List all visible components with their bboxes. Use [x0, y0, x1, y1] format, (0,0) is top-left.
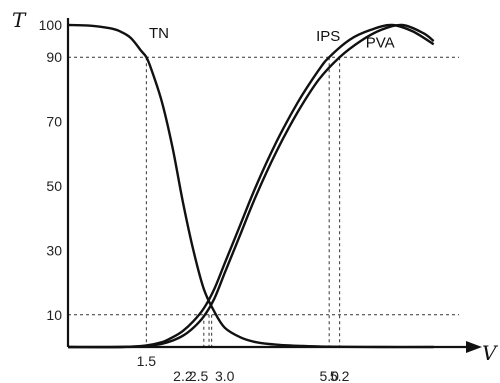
tick-labels: 10 30 50 70 90 100 1.5 2.22.5 3.0 5.05.2	[39, 17, 350, 383]
x-tick-label: 5.0	[319, 368, 339, 383]
x-axis-arrowhead	[466, 341, 482, 353]
y-axis-title: T	[12, 8, 27, 32]
series-label-ips: IPS	[316, 28, 340, 45]
x-tick-label: 5.2	[330, 368, 350, 383]
axes	[66, 18, 482, 353]
series-label-tn: TN	[149, 25, 169, 42]
y-tick-label: 100	[39, 17, 63, 33]
y-tick-label: 90	[46, 49, 62, 65]
y-tick-label: 30	[46, 242, 62, 258]
y-tick-label: 50	[46, 178, 62, 194]
series-line-ips	[67, 23, 435, 349]
x-axis-title: V	[482, 341, 499, 365]
y-tick-label: 10	[46, 307, 62, 323]
series-line-pva	[67, 23, 435, 349]
x-tick-label: 2.5	[189, 368, 209, 383]
y-tick-label: 70	[46, 114, 62, 130]
x-tick-label: 3.0	[215, 368, 235, 383]
x-tick-label: 1.5	[137, 353, 157, 369]
series-curves	[67, 23, 435, 349]
series-label-pva: PVA	[366, 35, 395, 52]
series-labels: TN IPS PVA	[149, 25, 395, 52]
x-tick-label: 2.2	[173, 368, 193, 383]
reference-lines	[68, 56, 459, 347]
series-line-tn	[67, 23, 434, 349]
